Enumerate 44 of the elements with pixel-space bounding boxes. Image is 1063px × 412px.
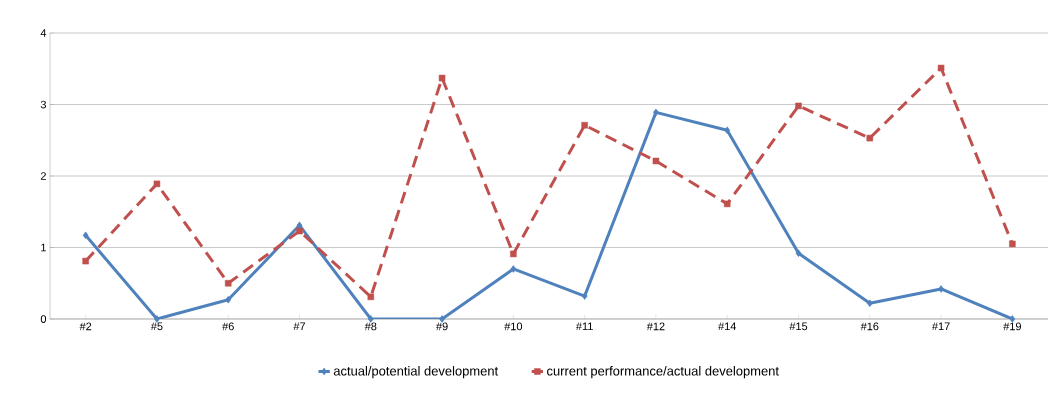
x-tick-label: #5 — [150, 322, 163, 331]
point — [938, 285, 944, 293]
y-tick-label: 4 — [40, 29, 47, 37]
y-tick-label: 2 — [40, 172, 46, 180]
y-tick-label: 1 — [41, 243, 46, 252]
point — [224, 280, 232, 287]
point — [581, 292, 588, 300]
x-tick-label: #17 — [931, 322, 950, 331]
point — [723, 200, 731, 208]
point — [510, 250, 517, 258]
y-tick-label: 0 — [40, 315, 47, 323]
point — [82, 257, 89, 265]
x-tick-label: #15 — [789, 322, 808, 331]
x-tick-label: #6 — [222, 322, 234, 331]
point — [296, 227, 303, 235]
point — [866, 299, 873, 308]
x-tick-label: #16 — [860, 322, 879, 331]
x-tick-label: #19 — [1003, 322, 1021, 331]
point — [82, 231, 89, 240]
point — [795, 249, 802, 257]
x-tick-label: #9 — [436, 322, 448, 331]
point — [1009, 240, 1016, 248]
point — [937, 64, 945, 72]
point — [795, 102, 802, 110]
x-tick-label: #10 — [504, 322, 523, 331]
point — [581, 122, 588, 129]
x-tick-label: #14 — [718, 322, 737, 331]
legend-label: current performance/actual development — [547, 366, 779, 379]
point — [153, 180, 161, 188]
point — [510, 265, 517, 273]
point — [724, 126, 731, 134]
point — [367, 293, 375, 301]
point — [296, 221, 303, 230]
x-tick-label: #2 — [79, 322, 92, 331]
point — [866, 134, 874, 142]
point — [652, 157, 660, 165]
x-tick-label: #12 — [646, 322, 665, 331]
x-tick-label: #8 — [364, 322, 377, 331]
point — [225, 295, 232, 304]
x-tick-label: #11 — [575, 322, 593, 331]
legend-label: actual/potential development — [333, 366, 499, 379]
point — [438, 74, 446, 82]
y-tick-label: 3 — [40, 100, 46, 109]
x-tick-label: #7 — [293, 322, 306, 331]
